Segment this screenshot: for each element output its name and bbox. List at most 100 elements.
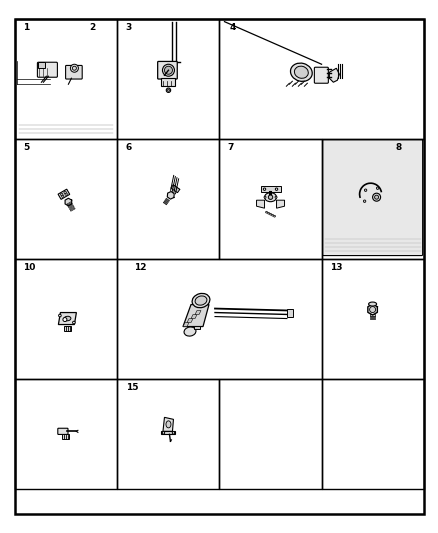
Bar (161, 78, 175, 86)
Polygon shape (70, 208, 75, 211)
Circle shape (273, 215, 275, 217)
Circle shape (268, 195, 272, 199)
Polygon shape (187, 319, 193, 322)
Bar (321, 259, 423, 378)
Ellipse shape (294, 66, 307, 78)
Bar (219, 378, 321, 489)
Ellipse shape (64, 316, 71, 321)
Circle shape (70, 64, 78, 72)
Circle shape (372, 193, 380, 201)
Text: 4: 4 (229, 23, 236, 31)
Text: 3: 3 (125, 23, 131, 31)
Bar (219, 139, 321, 259)
Bar (321, 378, 423, 489)
Circle shape (364, 189, 366, 191)
Bar (369, 318, 374, 319)
Ellipse shape (192, 293, 209, 308)
FancyBboxPatch shape (37, 62, 57, 77)
Bar (286, 309, 292, 317)
Circle shape (271, 214, 273, 216)
Ellipse shape (368, 302, 376, 306)
Polygon shape (367, 304, 377, 315)
Ellipse shape (290, 63, 311, 82)
Polygon shape (183, 322, 189, 327)
Bar (64, 326, 71, 330)
Circle shape (263, 188, 265, 190)
Circle shape (64, 191, 66, 193)
Circle shape (65, 193, 67, 195)
Circle shape (162, 64, 174, 76)
Bar (369, 314, 374, 316)
Polygon shape (170, 185, 180, 193)
Polygon shape (69, 206, 74, 209)
Polygon shape (164, 201, 167, 204)
Polygon shape (166, 198, 169, 201)
Text: 12: 12 (134, 263, 146, 272)
Bar (15, 19, 117, 139)
Bar (321, 139, 423, 259)
Circle shape (60, 193, 63, 196)
Circle shape (267, 212, 269, 214)
Circle shape (363, 200, 365, 203)
Bar (117, 139, 219, 259)
Polygon shape (67, 203, 72, 207)
Polygon shape (67, 201, 71, 205)
Circle shape (275, 188, 277, 190)
Circle shape (375, 187, 378, 189)
Polygon shape (183, 304, 208, 327)
Bar (117, 259, 321, 378)
Polygon shape (194, 311, 201, 314)
Bar (62, 434, 69, 439)
Text: 2: 2 (88, 23, 95, 31)
Circle shape (162, 432, 164, 434)
Polygon shape (165, 199, 168, 203)
FancyBboxPatch shape (322, 140, 422, 255)
Text: 1: 1 (24, 23, 30, 31)
Polygon shape (191, 314, 197, 319)
Circle shape (374, 195, 378, 199)
Circle shape (61, 195, 64, 197)
Polygon shape (167, 191, 174, 199)
Polygon shape (58, 312, 76, 325)
Circle shape (166, 88, 170, 92)
FancyBboxPatch shape (157, 61, 177, 79)
Circle shape (72, 321, 75, 324)
Ellipse shape (194, 296, 206, 305)
Bar (194, 326, 200, 328)
Circle shape (63, 318, 67, 321)
Text: 7: 7 (227, 143, 233, 151)
Text: 6: 6 (125, 143, 131, 151)
FancyBboxPatch shape (65, 66, 82, 79)
Circle shape (265, 211, 267, 213)
Circle shape (263, 196, 265, 198)
Polygon shape (256, 200, 264, 208)
Text: 13: 13 (329, 263, 342, 272)
Bar (15, 139, 117, 259)
Polygon shape (328, 68, 339, 82)
Bar (369, 316, 374, 317)
Text: 15: 15 (125, 383, 138, 392)
Circle shape (164, 66, 172, 74)
Polygon shape (58, 189, 70, 199)
Circle shape (172, 432, 174, 434)
Circle shape (269, 213, 271, 215)
Bar (260, 186, 280, 192)
Text: 10: 10 (24, 263, 36, 272)
FancyBboxPatch shape (58, 428, 68, 434)
Ellipse shape (184, 327, 195, 336)
Polygon shape (65, 198, 71, 206)
Bar (38, 62, 45, 68)
Polygon shape (162, 417, 173, 431)
Bar (117, 19, 219, 139)
Text: 8: 8 (394, 143, 400, 151)
Bar (15, 259, 117, 378)
Bar (219, 19, 423, 139)
Bar (161, 431, 175, 434)
Circle shape (369, 306, 375, 312)
Bar (117, 378, 219, 489)
Polygon shape (276, 200, 284, 208)
FancyBboxPatch shape (314, 67, 328, 83)
Text: 5: 5 (24, 143, 30, 151)
Circle shape (58, 314, 61, 317)
Bar (15, 378, 117, 489)
